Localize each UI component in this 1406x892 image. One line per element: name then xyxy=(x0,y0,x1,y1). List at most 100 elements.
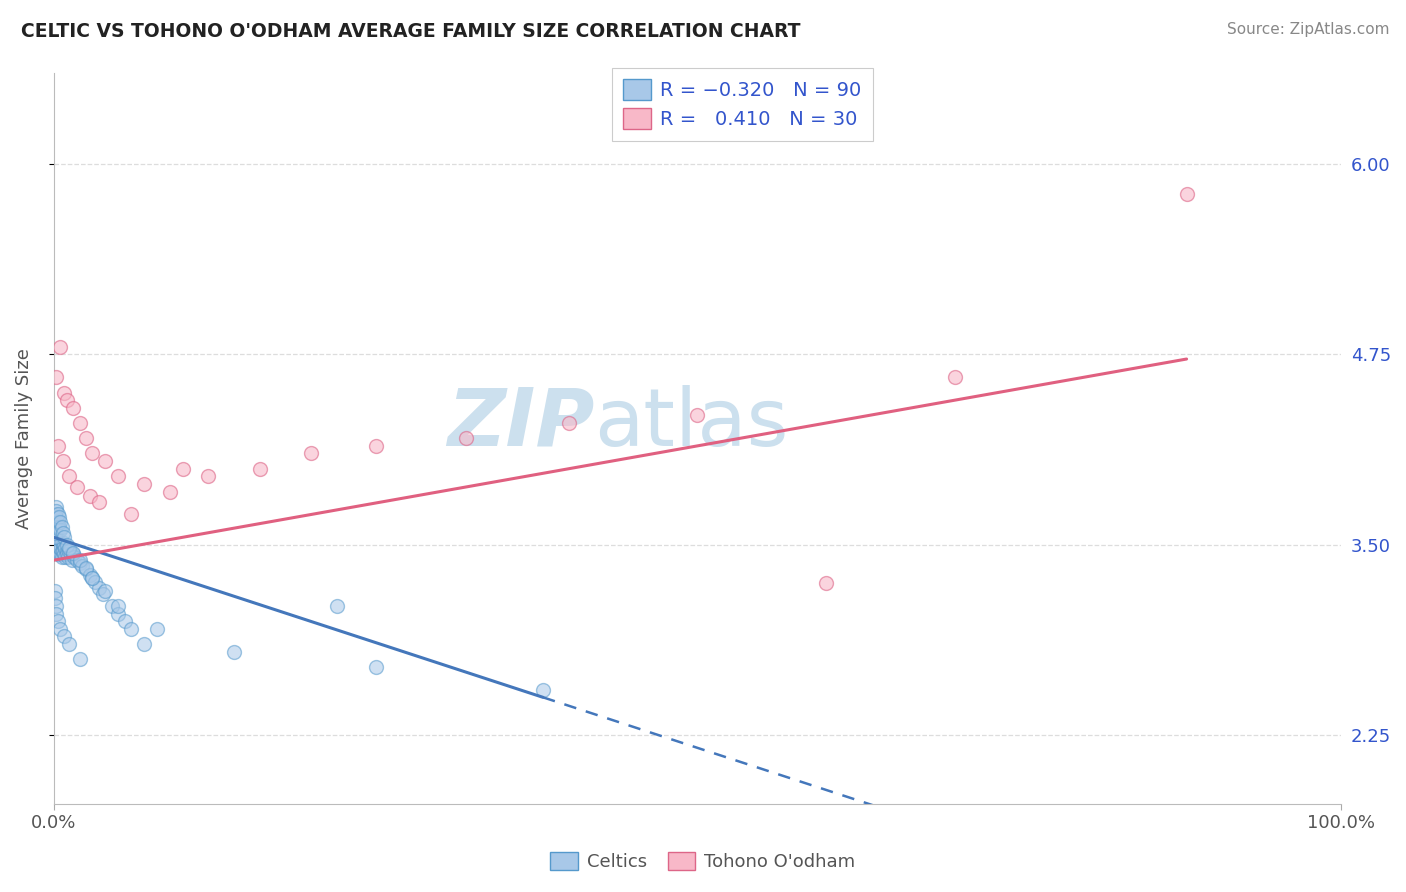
Point xyxy=(45,545,67,559)
Point xyxy=(159,484,181,499)
Point xyxy=(46,538,69,552)
Point xyxy=(53,530,76,544)
Point xyxy=(46,544,69,558)
Point xyxy=(45,510,67,524)
Point xyxy=(44,538,66,552)
Point xyxy=(49,622,72,636)
Point xyxy=(55,538,77,552)
Point xyxy=(45,599,67,613)
Point xyxy=(69,416,91,430)
Point xyxy=(49,547,72,561)
Point xyxy=(197,469,219,483)
Point xyxy=(44,530,66,544)
Text: Source: ZipAtlas.com: Source: ZipAtlas.com xyxy=(1226,22,1389,37)
Point xyxy=(51,544,73,558)
Point xyxy=(52,454,75,468)
Point xyxy=(107,469,129,483)
Point xyxy=(82,571,104,585)
Point xyxy=(58,544,80,558)
Point xyxy=(45,370,67,384)
Point xyxy=(49,515,72,529)
Point xyxy=(75,562,97,576)
Point xyxy=(69,553,91,567)
Point xyxy=(114,614,136,628)
Point xyxy=(46,439,69,453)
Point xyxy=(75,561,97,575)
Point xyxy=(44,508,66,522)
Legend: R = −0.320   N = 90, R =   0.410   N = 30: R = −0.320 N = 90, R = 0.410 N = 30 xyxy=(612,68,873,141)
Point xyxy=(49,340,72,354)
Point xyxy=(120,622,142,636)
Point xyxy=(44,545,66,559)
Point xyxy=(45,607,67,621)
Point xyxy=(51,519,73,533)
Point xyxy=(55,393,77,408)
Point xyxy=(91,587,114,601)
Point xyxy=(454,431,477,445)
Point xyxy=(46,515,69,529)
Text: atlas: atlas xyxy=(595,384,789,463)
Point xyxy=(48,544,70,558)
Point xyxy=(94,583,117,598)
Point xyxy=(60,553,83,567)
Point xyxy=(51,534,73,549)
Point xyxy=(44,530,66,544)
Text: ZIP: ZIP xyxy=(447,384,595,463)
Point xyxy=(172,461,194,475)
Point xyxy=(46,508,69,522)
Point xyxy=(62,545,84,559)
Point xyxy=(62,401,84,415)
Point xyxy=(87,581,110,595)
Point xyxy=(52,544,75,558)
Y-axis label: Average Family Size: Average Family Size xyxy=(15,348,32,529)
Point xyxy=(45,530,67,544)
Point xyxy=(1175,187,1198,202)
Point xyxy=(53,629,76,643)
Text: CELTIC VS TOHONO O'ODHAM AVERAGE FAMILY SIZE CORRELATION CHART: CELTIC VS TOHONO O'ODHAM AVERAGE FAMILY … xyxy=(21,22,800,41)
Point xyxy=(46,614,69,628)
Point xyxy=(326,599,349,613)
Point xyxy=(364,660,387,674)
Point xyxy=(59,547,82,561)
Point xyxy=(53,385,76,400)
Point xyxy=(44,534,66,549)
Point xyxy=(55,550,77,565)
Point xyxy=(52,525,75,540)
Point xyxy=(49,538,72,552)
Point xyxy=(45,538,67,552)
Point xyxy=(45,504,67,518)
Point xyxy=(63,550,86,565)
Point xyxy=(66,480,89,494)
Point xyxy=(943,370,966,384)
Point xyxy=(49,523,72,537)
Point xyxy=(48,510,70,524)
Point xyxy=(44,515,66,529)
Point xyxy=(46,534,69,549)
Point xyxy=(58,541,80,555)
Point xyxy=(51,550,73,565)
Point xyxy=(557,416,579,430)
Point xyxy=(48,534,70,549)
Point xyxy=(44,541,66,555)
Point xyxy=(100,599,122,613)
Point xyxy=(44,525,66,540)
Point xyxy=(55,544,77,558)
Point xyxy=(53,538,76,552)
Legend: Celtics, Tohono O'odham: Celtics, Tohono O'odham xyxy=(543,845,863,879)
Point xyxy=(87,495,110,509)
Point xyxy=(62,547,84,561)
Point xyxy=(55,547,77,561)
Point xyxy=(48,541,70,555)
Point xyxy=(75,431,97,445)
Point xyxy=(82,571,104,585)
Point xyxy=(222,644,245,658)
Point xyxy=(84,574,107,589)
Point xyxy=(45,541,67,555)
Point xyxy=(52,538,75,552)
Point xyxy=(132,637,155,651)
Point xyxy=(66,553,89,567)
Point xyxy=(79,568,101,582)
Point xyxy=(82,446,104,460)
Point xyxy=(249,461,271,475)
Point xyxy=(79,489,101,503)
